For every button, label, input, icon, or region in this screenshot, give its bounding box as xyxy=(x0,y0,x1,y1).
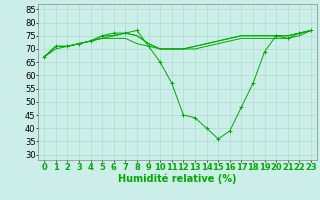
X-axis label: Humidité relative (%): Humidité relative (%) xyxy=(118,173,237,184)
